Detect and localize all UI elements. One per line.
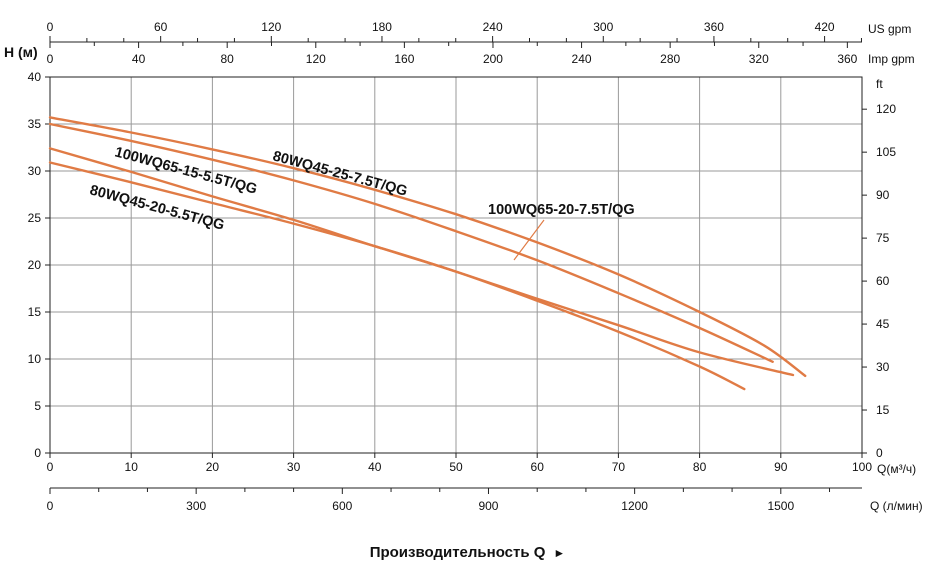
imp-gpm-tick-label: 0: [47, 52, 54, 66]
imp-gpm-tick-label: 120: [306, 52, 326, 66]
y-tick-label: 15: [28, 305, 42, 319]
x-tick-label: 20: [206, 460, 220, 474]
x-axis-title-text: Производительность Q: [369, 544, 546, 561]
imp-gpm-tick-label: 360: [837, 52, 857, 66]
imp-gpm-tick-label: 80: [221, 52, 235, 66]
us-gpm-tick-label: 300: [593, 20, 613, 34]
us-gpm-tick-label: 60: [154, 20, 168, 34]
imp-gpm-axis-title: Imp gpm: [868, 52, 915, 66]
lpm-tick-label: 0: [47, 499, 54, 513]
arrow-right-icon: ►: [553, 546, 566, 560]
axes: 0 10 20 30 40 50 60 70 80 90 100 0 5 10 15 20 25 30 35 40 0 1…: [28, 20, 897, 513]
imp-gpm-tick-label: 320: [749, 52, 769, 66]
y-tick-label: 10: [28, 352, 42, 366]
us-gpm-tick-label: 180: [372, 20, 392, 34]
imp-gpm-tick-label: 40: [132, 52, 146, 66]
x-tick-label: 90: [774, 460, 788, 474]
lpm-tick-label: 600: [332, 499, 352, 513]
ft-tick-label: 30: [876, 360, 890, 374]
x-tick-label: 40: [368, 460, 382, 474]
lpm-tick-label: 1500: [767, 499, 794, 513]
ft-tick-label: 75: [876, 231, 890, 245]
us-gpm-tick-label: 120: [261, 20, 281, 34]
curve-2: [48, 122, 774, 363]
curve-label-2: 100WQ65-20-7.5T/QG: [488, 202, 635, 218]
us-gpm-tick-label: 240: [483, 20, 503, 34]
ft-tick-label: 105: [876, 145, 896, 159]
us-gpm-axis-title: US gpm: [868, 22, 911, 36]
curve-1: [48, 116, 807, 378]
curve-label-leader: [513, 219, 545, 261]
x-tick-label: 100: [852, 460, 872, 474]
y-tick-label: 5: [34, 399, 41, 413]
ft-tick-label: 120: [876, 102, 896, 116]
ft-tick-label: 15: [876, 403, 890, 417]
imp-gpm-tick-label: 160: [394, 52, 414, 66]
imp-gpm-tick-label: 240: [572, 52, 592, 66]
grid: [49, 76, 863, 454]
y-tick-label: 0: [34, 446, 41, 460]
curve-label-1: 80WQ45-25-7.5T/QG: [271, 148, 409, 199]
x-tick-label: 80: [693, 460, 707, 474]
ft-axis-title: ft: [876, 77, 883, 91]
y-tick-label: 20: [28, 258, 42, 272]
us-gpm-tick-label: 420: [815, 20, 835, 34]
imp-gpm-tick-label: 280: [660, 52, 680, 66]
imp-gpm-tick-label: 200: [483, 52, 503, 66]
us-gpm-tick-label: 360: [704, 20, 724, 34]
x-tick-label: 0: [47, 460, 54, 474]
x-axis-title: Производительность Q ►: [0, 544, 935, 561]
ft-tick-label: 90: [876, 188, 890, 202]
x-tick-label: 50: [449, 460, 463, 474]
lpm-tick-label: 1200: [621, 499, 648, 513]
x-tick-label: 70: [612, 460, 626, 474]
y-tick-label: 40: [28, 70, 42, 84]
y-tick-label: 35: [28, 117, 42, 131]
x-tick-label: 30: [287, 460, 301, 474]
curve-3: [48, 147, 795, 377]
lpm-tick-label: 300: [186, 499, 206, 513]
y-tick-label: 25: [28, 211, 42, 225]
y-axis-title: H (м): [4, 44, 38, 60]
curve-4: [48, 161, 746, 391]
lpm-axis-title: Q (л/мин): [870, 499, 923, 513]
x-tick-label: 60: [531, 460, 545, 474]
us-gpm-tick-label: 0: [47, 20, 54, 34]
x-tick-label: 10: [125, 460, 139, 474]
x-axis-unit: Q(м³/ч): [877, 462, 916, 476]
curve-label-4: 80WQ45-20-5.5T/QG: [88, 182, 226, 233]
y-tick-label: 30: [28, 164, 42, 178]
ft-tick-label: 45: [876, 317, 890, 331]
lpm-tick-label: 900: [478, 499, 498, 513]
ft-tick-label: 0: [876, 446, 883, 460]
ft-tick-label: 60: [876, 274, 890, 288]
curves: [48, 116, 807, 391]
